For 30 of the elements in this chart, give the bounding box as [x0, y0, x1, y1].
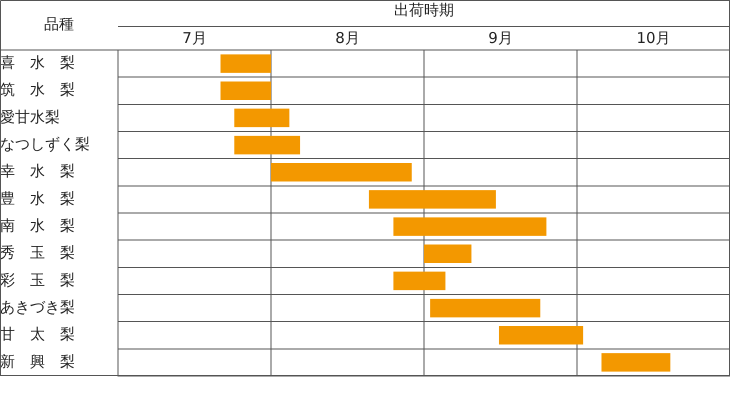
bar [393, 217, 546, 236]
bar [220, 82, 271, 100]
y-axis-title: 品種 [44, 14, 74, 33]
x-axis-title: 出荷時期 [394, 0, 454, 19]
bar [498, 326, 584, 344]
bar [271, 163, 412, 182]
y-tick-label: 彩 玉 梨 [0, 270, 75, 289]
bar [368, 190, 496, 209]
bar [430, 298, 540, 318]
y-tick-label: 秀 玉 梨 [0, 244, 75, 262]
y-tick-label: 豊 水 梨 [0, 189, 75, 208]
x-tick-label: 10月 [636, 28, 671, 47]
x-tick-label: 9月 [488, 28, 513, 47]
y-tick-label: 愛甘水梨 [0, 108, 60, 126]
y-tick-label: 新 興 梨 [0, 352, 75, 370]
x-tick-label: 7月 [182, 28, 207, 47]
y-tick-label: あきづき梨 [0, 298, 75, 316]
bar [424, 244, 472, 263]
bar [393, 272, 446, 290]
y-tick-label: なつしずく梨 [0, 134, 90, 153]
y-tick-label: 喜 水 梨 [0, 53, 75, 72]
x-tick-label: 8月 [335, 28, 360, 47]
y-tick-label: 南 水 梨 [0, 216, 75, 234]
y-tick-label: 甘 太 梨 [0, 325, 75, 344]
bar [601, 353, 670, 372]
bar [234, 136, 300, 154]
bar [234, 108, 290, 128]
y-tick-label: 幸 水 梨 [0, 162, 75, 180]
bar [220, 54, 271, 73]
y-tick-label: 筑 水 梨 [0, 80, 75, 99]
